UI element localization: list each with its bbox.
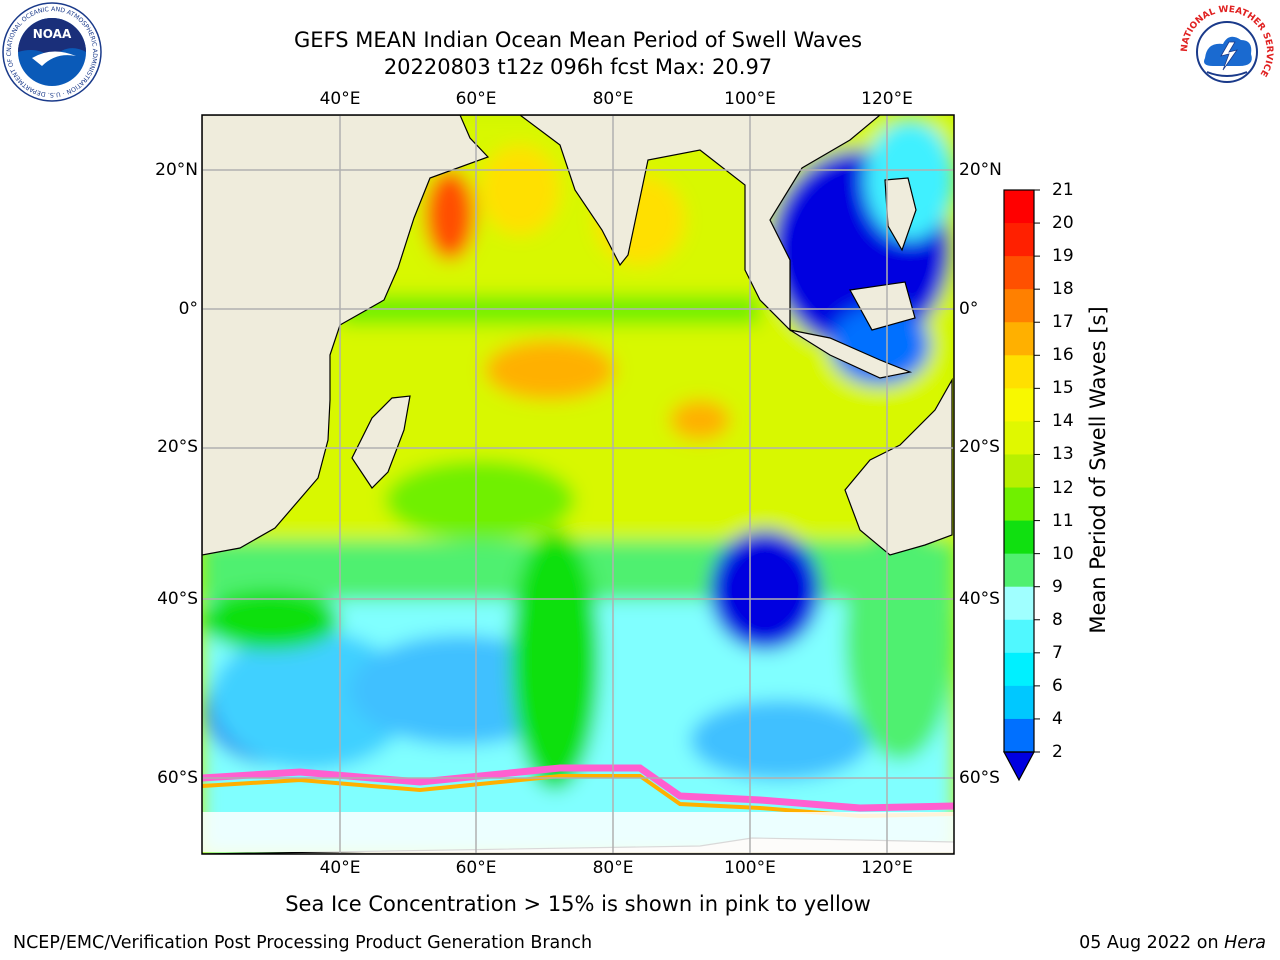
colorbar-segment	[1004, 718, 1034, 753]
colorbar-tick-label: 9	[1052, 576, 1063, 597]
colorbar-tick-label: 20	[1052, 213, 1074, 234]
colorbar-tick-label: 4	[1052, 708, 1063, 729]
colorbar-tick-label: 11	[1052, 510, 1074, 531]
lat-label-left: 40°S	[157, 589, 198, 609]
map-area	[202, 115, 954, 854]
lat-label-right: 0°	[959, 299, 979, 319]
colorbar-tick-label: 16	[1052, 345, 1074, 366]
lon-label-bottom: 60°E	[455, 858, 497, 878]
colorbar-tick-label: 10	[1052, 543, 1074, 564]
colorbar-segment	[1004, 223, 1034, 257]
date-text: 05 Aug 2022 on Hera	[1079, 933, 1266, 953]
lon-label-top: 40°E	[319, 89, 361, 109]
noaa-logo-text: NOAA	[33, 27, 72, 41]
colorbar-tick-label: 21	[1052, 180, 1074, 200]
credit-text: NCEP/EMC/Verification Post Processing Pr…	[13, 933, 593, 953]
lon-label-bottom: 120°E	[861, 858, 913, 878]
colorbar-segment	[1004, 553, 1034, 588]
colorbar-tick-label: 7	[1052, 642, 1063, 663]
colorbar-segment	[1004, 190, 1034, 224]
lon-label-bottom: 40°E	[319, 858, 361, 878]
australia-land	[844, 377, 953, 556]
lat-label-left: 0°	[178, 299, 198, 319]
colorbar-tick-label: 18	[1052, 279, 1074, 300]
colorbar-tick-label: 17	[1052, 312, 1074, 333]
colorbar-segment	[1004, 586, 1034, 621]
south-asia-land	[430, 115, 881, 332]
lat-label-left: 60°S	[157, 768, 198, 788]
noaa-logo-icon: NATIONAL OCEANIC AND ATMOSPHERIC ADMINIS…	[2, 2, 102, 102]
indonesia-land	[789, 329, 913, 379]
colorbar-segment	[1004, 520, 1034, 555]
colorbar-segment	[1004, 256, 1034, 290]
no-data-south	[202, 812, 954, 852]
swell-field	[202, 115, 954, 854]
colorbar-segment	[1004, 355, 1034, 389]
colorbar-segment	[1004, 685, 1034, 720]
lon-label-bottom: 100°E	[724, 858, 776, 878]
map-frame	[201, 114, 955, 855]
colorbar-tick-label: 8	[1052, 609, 1063, 630]
colorbar-tick-label: 6	[1052, 675, 1063, 696]
colorbar-segment	[1004, 289, 1034, 323]
host-name: Hera	[1224, 933, 1266, 953]
nws-logo-icon: NATIONAL WEATHER SERVICE	[1178, 3, 1276, 101]
lat-label-right: 20°N	[959, 160, 1002, 180]
madagascar-land	[351, 395, 411, 489]
colorbar-tick-label: 19	[1052, 246, 1074, 267]
lat-label-left: 20°S	[157, 437, 198, 457]
lon-label-top: 60°E	[455, 89, 497, 109]
colorbar-tick-label: 15	[1052, 378, 1074, 399]
land	[202, 115, 954, 854]
lon-label-top: 100°E	[724, 89, 776, 109]
lon-label-top: 120°E	[861, 89, 913, 109]
lat-label-right: 40°S	[959, 589, 1000, 609]
sea-ice-note: Sea Ice Concentration > 15% is shown in …	[285, 892, 871, 916]
plot-title: GEFS MEAN Indian Ocean Mean Period of Sw…	[293, 28, 863, 52]
colorbar-segment	[1004, 388, 1034, 422]
colorbar-segment	[1004, 652, 1034, 687]
lat-label-left: 20°N	[155, 160, 198, 180]
colorbar-segment	[1004, 322, 1034, 356]
colorbar-segment	[1004, 421, 1034, 455]
graticule	[202, 115, 954, 854]
colorbar-tick-label: 14	[1052, 411, 1074, 432]
lon-label-top: 80°E	[592, 89, 634, 109]
colorbar-tick-label: 2	[1052, 742, 1063, 762]
colorbar-segment	[1004, 487, 1034, 522]
colorbar-tick-label: 13	[1052, 444, 1074, 465]
lat-label-right: 20°S	[959, 437, 1000, 457]
lat-label-right: 60°S	[959, 768, 1000, 788]
colorbar	[1002, 189, 1040, 782]
plot-subtitle: 20220803 t12z 096h fcst Max: 20.97	[383, 55, 773, 79]
colorbar-tick-label: 12	[1052, 477, 1074, 498]
colorbar-segment	[1004, 619, 1034, 654]
lon-label-bottom: 80°E	[592, 858, 634, 878]
colorbar-segment	[1004, 454, 1034, 489]
colorbar-frame	[1003, 189, 1035, 753]
